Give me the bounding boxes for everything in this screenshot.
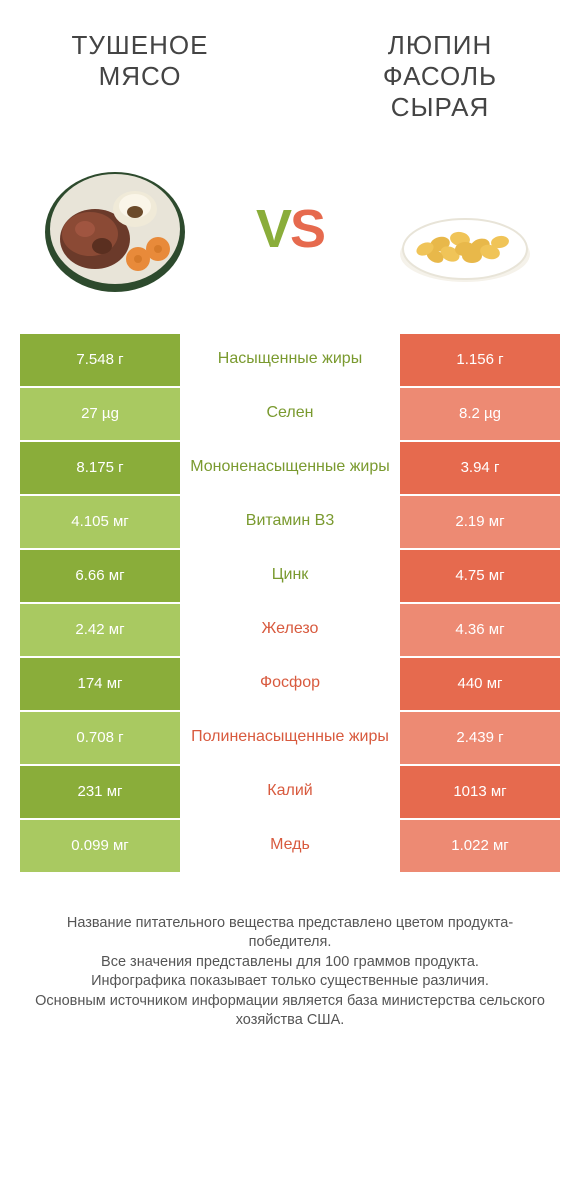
left-value: 231 мг: [20, 766, 180, 818]
footer-line: Все значения представлены для 100 граммо…: [30, 953, 550, 973]
right-value: 4.75 мг: [400, 550, 560, 602]
table-row: 7.548 гНасыщенные жиры1.156 г: [20, 334, 560, 386]
titles-row: ТУШЕНОЕ МЯСО ЛЮПИН ФАСОЛЬ СЫРАЯ: [0, 0, 580, 134]
nutrient-name: Витамин B3: [180, 496, 400, 548]
vs-s: S: [290, 199, 324, 259]
right-product-title: ЛЮПИН ФАСОЛЬ СЫРАЯ: [340, 30, 540, 124]
nutrient-name: Мононенасыщенные жиры: [180, 442, 400, 494]
table-row: 0.099 мгМедь1.022 мг: [20, 820, 560, 872]
right-food-image: [390, 154, 540, 304]
footer-line: Инфографика показывает только существенн…: [30, 972, 550, 992]
vs-label: VS: [256, 198, 324, 260]
right-value: 2.19 мг: [400, 496, 560, 548]
right-value: 1.156 г: [400, 334, 560, 386]
right-value: 8.2 µg: [400, 388, 560, 440]
pot-roast-icon: [40, 154, 190, 304]
nutrient-name: Насыщенные жиры: [180, 334, 400, 386]
table-row: 231 мгКалий1013 мг: [20, 766, 560, 818]
lupin-beans-icon: [390, 154, 540, 304]
right-value: 1.022 мг: [400, 820, 560, 872]
vs-v: V: [256, 199, 290, 259]
nutrient-name: Полиненасыщенные жиры: [180, 712, 400, 764]
footer-line: Основным источником информации является …: [30, 992, 550, 1031]
left-value: 2.42 мг: [20, 604, 180, 656]
nutrient-name: Железо: [180, 604, 400, 656]
left-value: 27 µg: [20, 388, 180, 440]
nutrient-name: Фосфор: [180, 658, 400, 710]
left-value: 0.708 г: [20, 712, 180, 764]
table-row: 27 µgСелен8.2 µg: [20, 388, 560, 440]
right-value: 1013 мг: [400, 766, 560, 818]
nutrient-name: Селен: [180, 388, 400, 440]
right-value: 440 мг: [400, 658, 560, 710]
vs-row: VS: [0, 134, 580, 334]
left-food-image: [40, 154, 190, 304]
table-row: 2.42 мгЖелезо4.36 мг: [20, 604, 560, 656]
nutrient-table: 7.548 гНасыщенные жиры1.156 г27 µgСелен8…: [0, 334, 580, 872]
table-row: 8.175 гМононенасыщенные жиры3.94 г: [20, 442, 560, 494]
left-value: 6.66 мг: [20, 550, 180, 602]
table-row: 4.105 мгВитамин B32.19 мг: [20, 496, 560, 548]
nutrient-name: Медь: [180, 820, 400, 872]
left-product-title: ТУШЕНОЕ МЯСО: [40, 30, 240, 124]
left-value: 0.099 мг: [20, 820, 180, 872]
left-value: 174 мг: [20, 658, 180, 710]
left-value: 7.548 г: [20, 334, 180, 386]
right-value: 4.36 мг: [400, 604, 560, 656]
right-value: 3.94 г: [400, 442, 560, 494]
footer-line: Название питательного вещества представл…: [30, 914, 550, 953]
nutrient-name: Цинк: [180, 550, 400, 602]
table-row: 174 мгФосфор440 мг: [20, 658, 560, 710]
right-value: 2.439 г: [400, 712, 560, 764]
table-row: 6.66 мгЦинк4.75 мг: [20, 550, 560, 602]
left-value: 8.175 г: [20, 442, 180, 494]
nutrient-name: Калий: [180, 766, 400, 818]
table-row: 0.708 гПолиненасыщенные жиры2.439 г: [20, 712, 560, 764]
left-value: 4.105 мг: [20, 496, 180, 548]
footer-notes: Название питательного вещества представл…: [0, 874, 580, 1051]
